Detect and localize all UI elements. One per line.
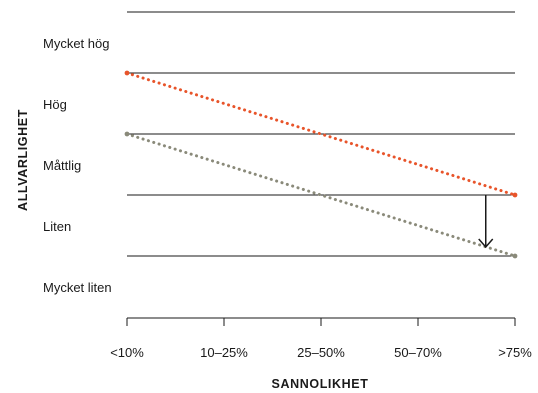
severity-label: Hög [43, 97, 67, 112]
x-tick-label: 25–50% [297, 345, 345, 360]
severity-label: Måttlig [43, 158, 81, 173]
x-axis-title: SANNOLIKHET [272, 377, 369, 391]
series-line [125, 71, 517, 197]
series-point [512, 192, 518, 198]
series-point [124, 70, 130, 76]
severity-label: Liten [43, 219, 71, 234]
severity-label: Mycket liten [43, 280, 112, 295]
x-tick-label: 10–25% [200, 345, 248, 360]
annotation [478, 195, 494, 249]
y-axis-title: ALLVARLIGHET [16, 109, 30, 211]
series-line [125, 132, 517, 258]
x-tick-label: >75% [498, 345, 532, 360]
x-tick-label: <10% [110, 345, 144, 360]
series-point [124, 131, 130, 137]
severity-label: Mycket hög [43, 36, 109, 51]
grid-lines [127, 11, 515, 257]
x-tick-label: 50–70% [394, 345, 442, 360]
series-lines [124, 70, 518, 259]
severity-labels: Mycket hög Hög Måttlig Liten Mycket liten [43, 36, 112, 295]
arrow-head [478, 238, 494, 249]
series-point [512, 253, 518, 259]
x-axis: <10% 10–25% 25–50% 50–70% >75% [110, 317, 532, 360]
